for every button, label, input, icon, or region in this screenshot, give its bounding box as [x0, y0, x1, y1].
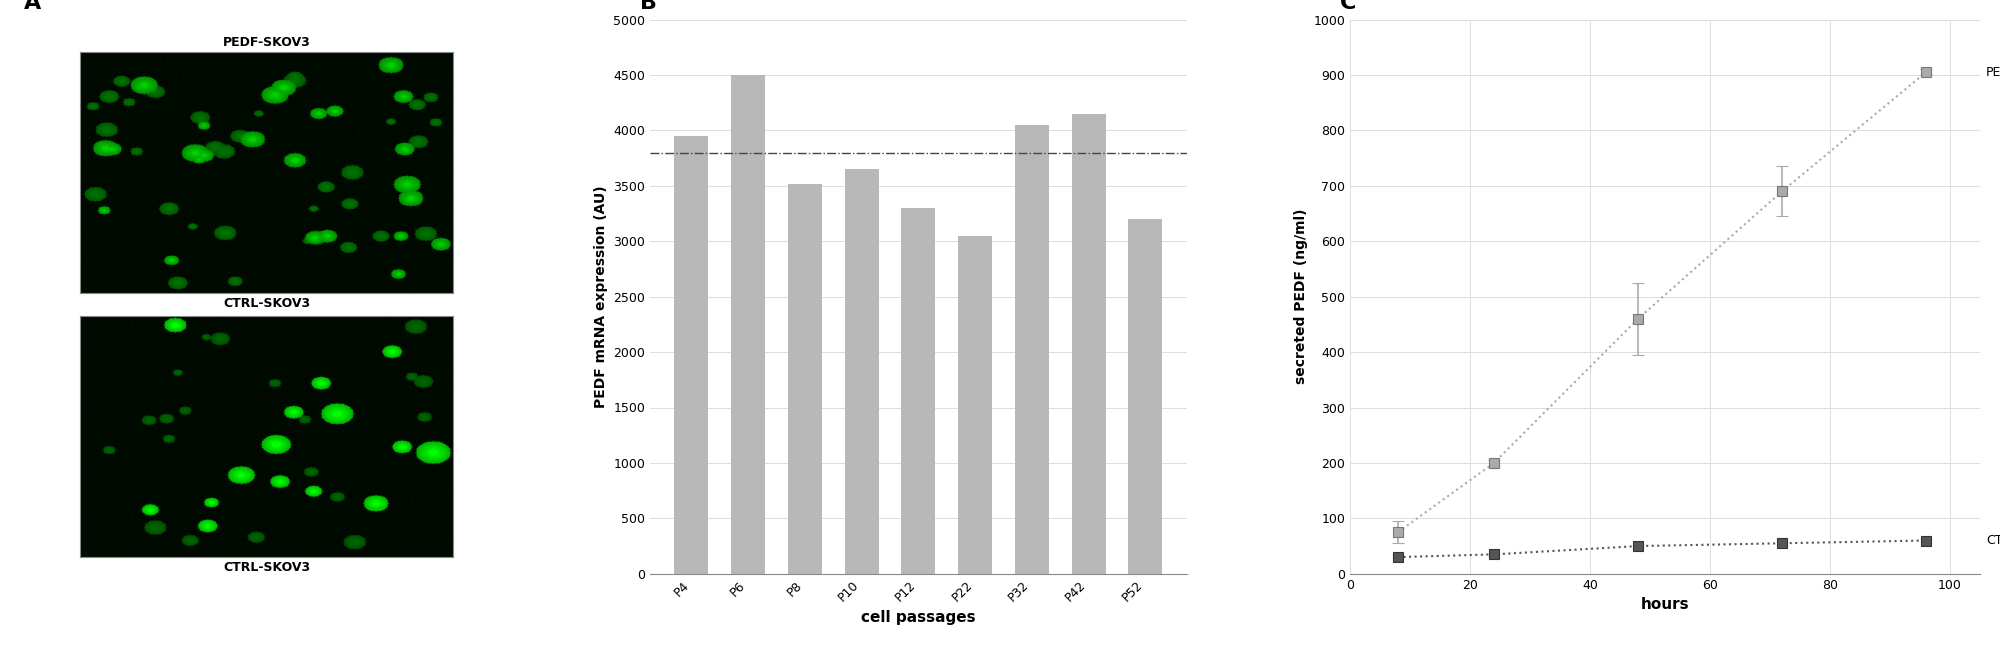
Text: B: B [640, 0, 656, 13]
Text: PEDF-SKOV3: PEDF-SKOV3 [1986, 66, 2000, 79]
Bar [958, 236, 992, 574]
Text: CTRL-SKOV3: CTRL-SKOV3 [1986, 534, 2000, 547]
X-axis label: cell passages: cell passages [862, 610, 976, 625]
Bar [1014, 125, 1048, 574]
Bar [844, 170, 878, 574]
Bar [788, 184, 822, 574]
Y-axis label: secreted PEDF (ng/ml): secreted PEDF (ng/ml) [1294, 209, 1308, 385]
Text: A: A [24, 0, 42, 13]
Text: CTRL-SKOV3: CTRL-SKOV3 [224, 561, 310, 574]
Y-axis label: PEDF mRNA expression (AU): PEDF mRNA expression (AU) [594, 185, 608, 408]
Bar [732, 75, 766, 574]
Bar [674, 136, 708, 574]
Text: C: C [1340, 0, 1356, 13]
Text: CTRL-SKOV3: CTRL-SKOV3 [224, 297, 310, 310]
Bar [1072, 113, 1106, 574]
Bar [902, 208, 936, 574]
Text: PEDF-SKOV3: PEDF-SKOV3 [222, 36, 310, 49]
X-axis label: hours: hours [1640, 597, 1690, 612]
Bar [1128, 219, 1162, 574]
